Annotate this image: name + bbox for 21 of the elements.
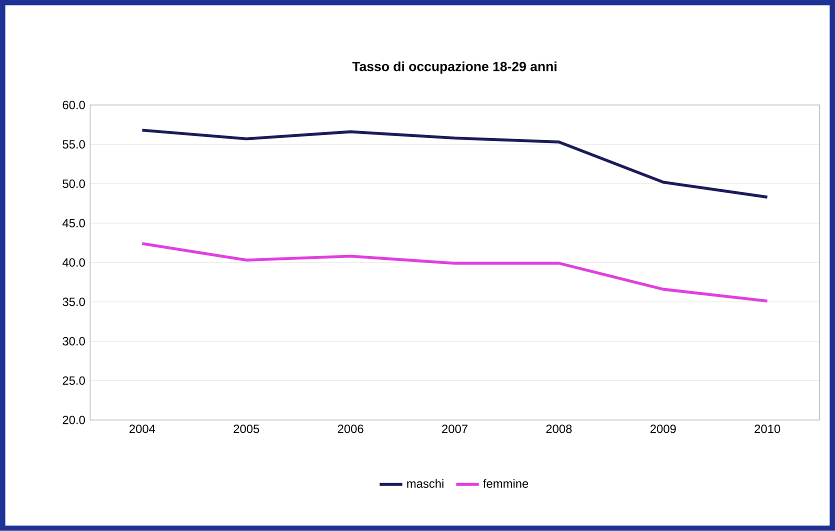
- y-tick-label: 30.0: [62, 337, 85, 346]
- y-tick-label: 45.0: [62, 218, 85, 228]
- line-series: [140, 128, 769, 199]
- chart-title: Tasso di occupazione 18-29 anni: [352, 61, 556, 74]
- x-tick-label: 2009: [650, 424, 676, 434]
- y-tick-label: 50.0: [62, 180, 85, 188]
- x-tick-label: 2008: [546, 424, 572, 434]
- legend-label: femmine: [483, 479, 528, 488]
- x-tick-label: 2007: [442, 424, 468, 434]
- line-series: [140, 242, 769, 303]
- y-tick-label: 40.0: [62, 258, 85, 267]
- y-tick-label: 20.0: [62, 416, 85, 424]
- y-tick-label: 25.0: [62, 376, 85, 385]
- x-tick-label: 2010: [754, 424, 780, 434]
- legend-label: maschi: [407, 479, 444, 488]
- y-tick-label: 60.0: [62, 100, 85, 110]
- y-tick-label: 35.0: [62, 298, 85, 306]
- x-tick-label: 2005: [234, 424, 260, 434]
- x-tick-label: 2006: [338, 424, 364, 434]
- y-tick-label: 55.0: [62, 140, 85, 149]
- x-tick-label: 2004: [130, 424, 156, 434]
